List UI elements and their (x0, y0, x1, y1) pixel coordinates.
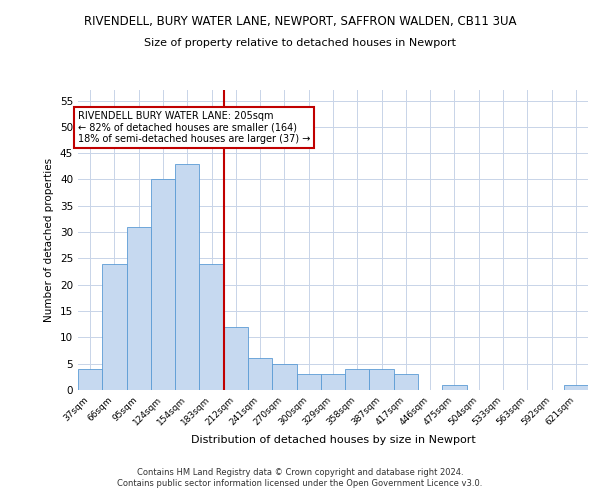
Bar (442, 384, 467, 390)
Bar (345, 369, 370, 390)
Bar (102, 264, 127, 390)
X-axis label: Distribution of detached houses by size in Newport: Distribution of detached houses by size … (191, 436, 475, 446)
Bar (564, 384, 588, 390)
Y-axis label: Number of detached properties: Number of detached properties (44, 158, 55, 322)
Text: Size of property relative to detached houses in Newport: Size of property relative to detached ho… (144, 38, 456, 48)
Text: RIVENDELL, BURY WATER LANE, NEWPORT, SAFFRON WALDEN, CB11 3UA: RIVENDELL, BURY WATER LANE, NEWPORT, SAF… (84, 15, 516, 28)
Bar (199, 264, 224, 390)
Bar (321, 374, 345, 390)
Bar (175, 164, 199, 390)
Bar (248, 358, 272, 390)
Bar (296, 374, 321, 390)
Bar (394, 374, 418, 390)
Bar (151, 180, 175, 390)
Bar (272, 364, 296, 390)
Bar (78, 369, 102, 390)
Text: RIVENDELL BURY WATER LANE: 205sqm
← 82% of detached houses are smaller (164)
18%: RIVENDELL BURY WATER LANE: 205sqm ← 82% … (78, 111, 310, 144)
Text: Contains HM Land Registry data © Crown copyright and database right 2024.
Contai: Contains HM Land Registry data © Crown c… (118, 468, 482, 487)
Bar (127, 227, 151, 390)
Bar (370, 369, 394, 390)
Bar (224, 327, 248, 390)
